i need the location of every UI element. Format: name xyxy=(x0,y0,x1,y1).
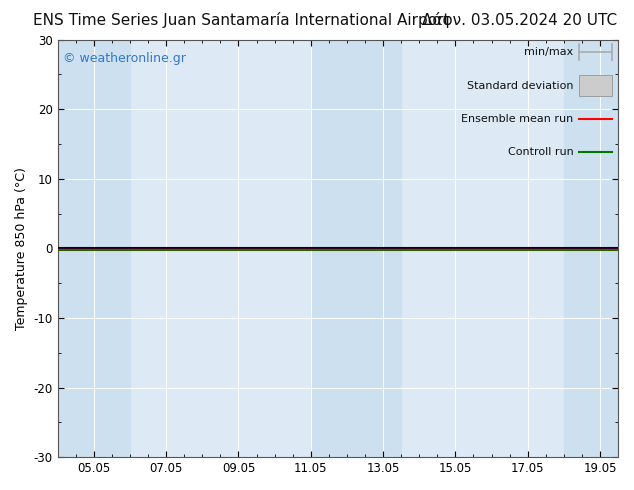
Text: Standard deviation: Standard deviation xyxy=(467,80,573,91)
Text: Δάφν. 03.05.2024 20 UTC: Δάφν. 03.05.2024 20 UTC xyxy=(422,12,618,28)
Y-axis label: Temperature 850 hPa (°C): Temperature 850 hPa (°C) xyxy=(15,167,28,330)
Text: min/max: min/max xyxy=(524,47,573,57)
Text: Ensemble mean run: Ensemble mean run xyxy=(461,114,573,124)
Text: Controll run: Controll run xyxy=(507,147,573,157)
Text: © weatheronline.gr: © weatheronline.gr xyxy=(63,52,186,65)
Text: ENS Time Series Juan Santamaría International Airport: ENS Time Series Juan Santamaría Internat… xyxy=(33,12,449,28)
Bar xyxy=(579,75,612,96)
Bar xyxy=(564,40,618,457)
Bar xyxy=(311,40,401,457)
Bar xyxy=(58,40,130,457)
